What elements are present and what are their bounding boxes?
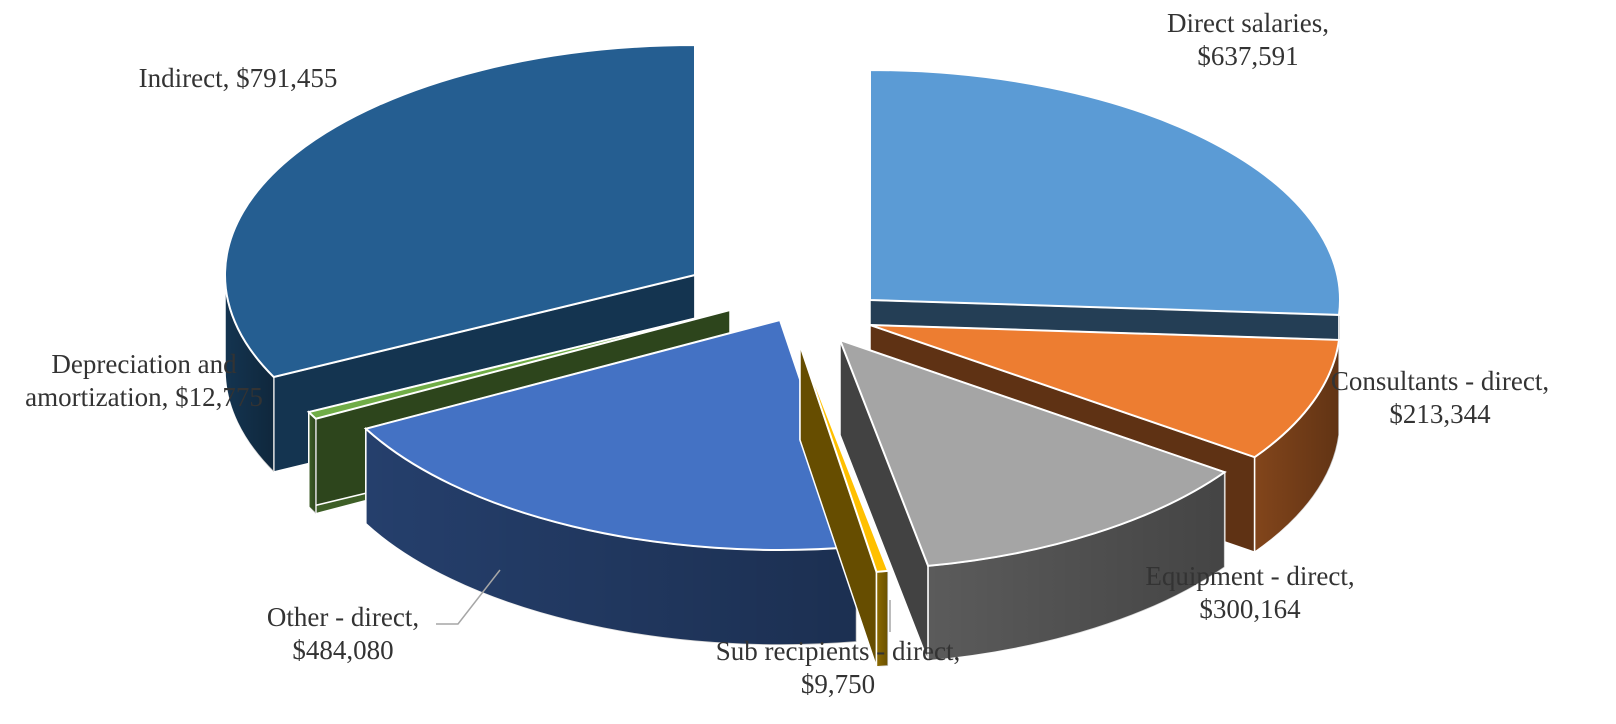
slice-sub-recipients-direct (799, 344, 890, 668)
data-label: Other - direct, $484,080 (267, 602, 419, 665)
slice-top (869, 324, 1341, 459)
data-label-line: Direct salaries, (1167, 8, 1329, 38)
slice-rim-shade (928, 472, 1225, 661)
data-label-line: $300,164 (1199, 594, 1301, 624)
pie-slices (224, 43, 1341, 668)
slice-rim-shade (1254, 339, 1340, 553)
slice-rim-shade (365, 428, 857, 645)
data-label: Direct salaries, $637,591 (1167, 8, 1329, 71)
data-label-line: Sub recipients - direct, (716, 636, 960, 666)
slice-top (869, 68, 1341, 316)
data-label-line: Depreciation and (51, 349, 237, 379)
slice-top (838, 338, 1227, 567)
slice-rim-shade (225, 275, 274, 473)
slice-top (799, 344, 890, 573)
slice-top (224, 43, 696, 379)
data-label-line: Equipment - direct, (1145, 561, 1354, 591)
data-label-line: $213,344 (1389, 399, 1491, 429)
slice-equipment-direct (838, 338, 1227, 662)
slice-labels: Direct salaries, $637,591 Consultants - di… (25, 8, 1549, 699)
data-label-line: Other - direct, (267, 602, 419, 632)
leader-lines (436, 569, 891, 632)
slice-rim-shade (876, 570, 889, 667)
data-label-line: $9,750 (801, 669, 875, 699)
slice-rim-shade (308, 412, 316, 514)
data-label-line: Consultants - direct, (1331, 366, 1549, 396)
slice-other-direct (363, 318, 858, 646)
slice-top (363, 318, 858, 551)
data-label-line: $637,591 (1197, 41, 1298, 71)
data-label: Depreciation and amortization, $12,775 (25, 349, 263, 412)
data-label: Sub recipients - direct, $9,750 (716, 636, 960, 699)
data-label: Equipment - direct, $300,164 (1145, 561, 1354, 624)
leader-line (436, 569, 501, 625)
slice-top (306, 309, 731, 420)
data-label-line: Indirect, $791,455 (139, 63, 338, 93)
data-label: Indirect, $791,455 (139, 63, 338, 93)
data-label-line: $484,080 (292, 635, 393, 665)
data-label: Consultants - direct, $213,344 (1331, 366, 1549, 429)
data-label-line: amortization, $12,775 (25, 382, 263, 412)
